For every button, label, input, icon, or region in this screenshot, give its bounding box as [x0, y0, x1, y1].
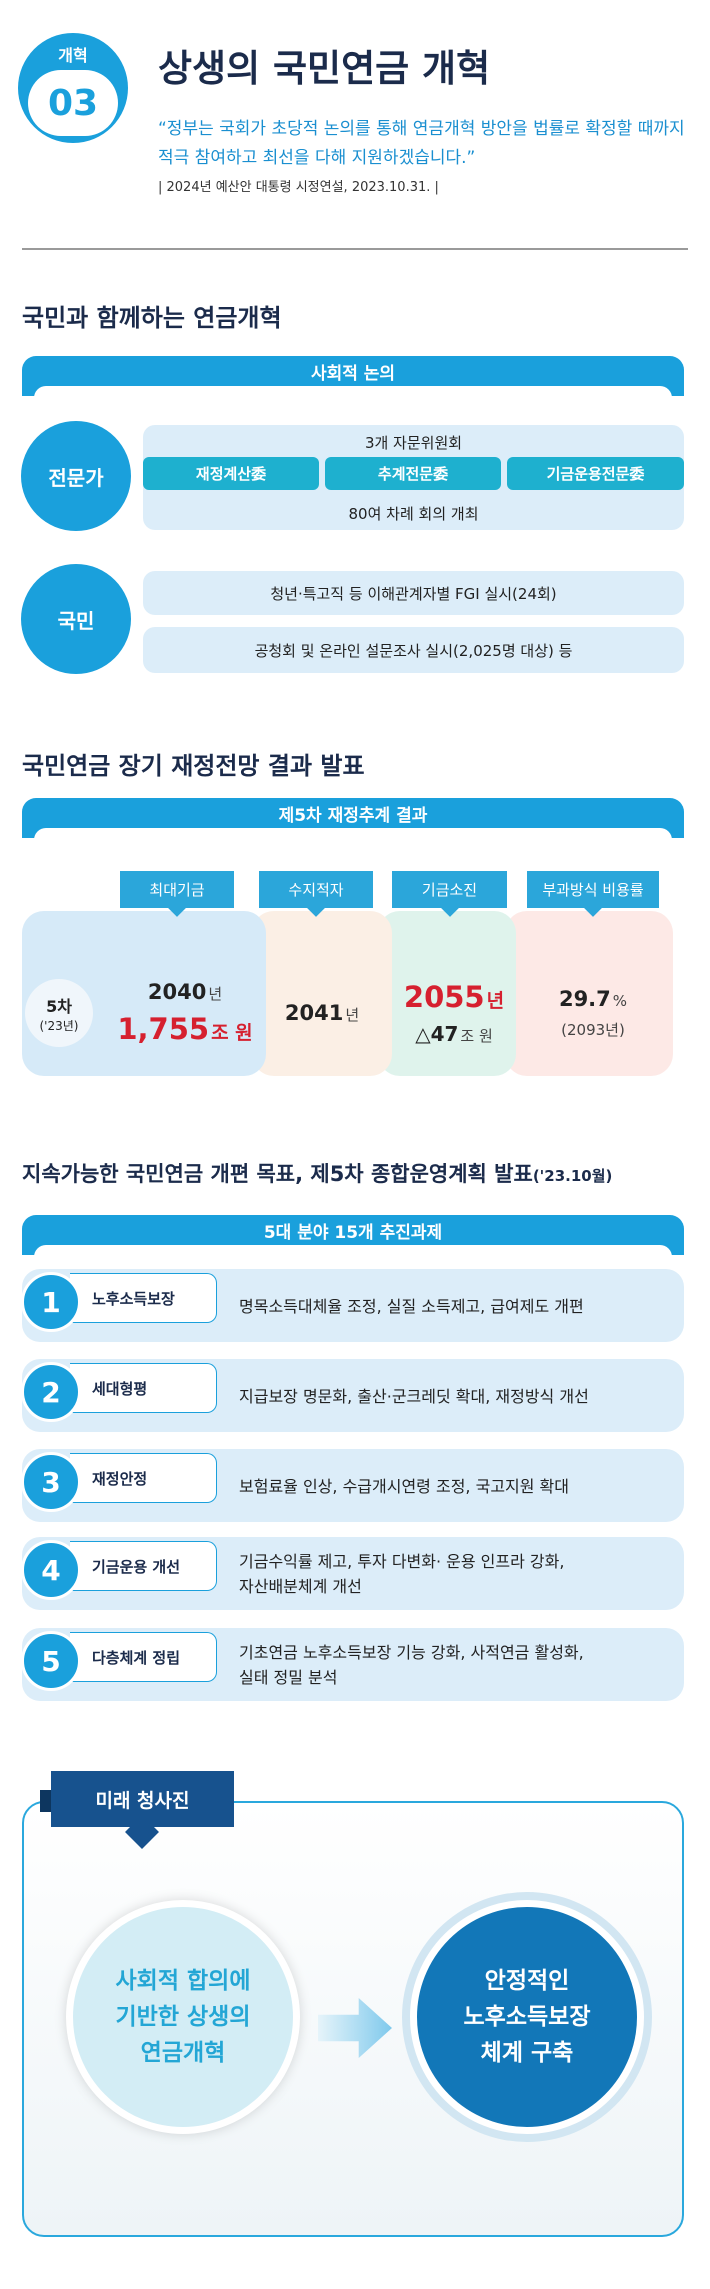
- future-from-line: 사회적 합의에: [115, 1968, 251, 1994]
- badge-number: 03: [47, 82, 99, 124]
- committee-box: 추계전문委: [325, 457, 501, 490]
- committee-box: 기금운용전문委: [507, 457, 684, 490]
- result-value: 29.7: [558, 986, 611, 1011]
- page-title: 상생의 국민연금 개혁: [158, 47, 491, 90]
- result-value: 1,755: [117, 1012, 210, 1046]
- result-line: 2040 년: [148, 980, 222, 1004]
- public-circle: 국민: [21, 564, 131, 674]
- task-text-line: 실태 정밀 분석: [239, 1668, 338, 1687]
- public-item: 공청회 및 온라인 설문조사 실시(2,025명 대상) 등: [143, 627, 684, 673]
- section-bar-text: 사회적 논의: [310, 363, 396, 384]
- task-label: 노후소득보장: [70, 1273, 217, 1323]
- task-text: 기금수익률 제고, 투자 다변화· 운용 인프라 강화, 자산배분체계 개선: [239, 1541, 679, 1607]
- result-value: 2041: [284, 1001, 344, 1025]
- task-number: 5: [21, 1631, 81, 1691]
- section-bar-curve: [34, 386, 672, 398]
- result-values: 29.7% (2093년): [523, 960, 663, 1066]
- task-text-line: 기초연금 노후소득보장 기능 강화, 사적연금 활성화,: [239, 1643, 584, 1662]
- section-bar-text: 5대 분야 15개 추진과제: [263, 1222, 443, 1243]
- quote-source: | 2024년 예산안 대통령 시정연설, 2023.10.31. |: [158, 180, 439, 195]
- task-label: 세대형평: [70, 1363, 217, 1413]
- result-unit: 년: [345, 1006, 360, 1024]
- result-unit: 년: [208, 985, 223, 1003]
- result-tag: 최대기금: [120, 871, 234, 908]
- result-values: 2055 년 △47 조 원: [394, 960, 514, 1066]
- result-line: △47 조 원: [415, 1022, 493, 1046]
- expert-circle: 전문가: [21, 421, 131, 531]
- result-card: [378, 911, 516, 1076]
- future-tag-fold: [40, 1790, 54, 1812]
- result-tag: 기금소진: [392, 871, 507, 908]
- result-line: 29.7%: [559, 987, 627, 1011]
- task-text-line: 명목소득대체율 조정, 실질 소득제고, 급여제도 개편: [239, 1296, 584, 1316]
- task-text: 기초연금 노후소득보장 기능 강화, 사적연금 활성화, 실태 정밀 분석: [239, 1632, 679, 1698]
- task-label: 기금운용 개선: [70, 1541, 217, 1591]
- section-heading: 지속가능한 국민연금 개편 목표, 제5차 종합운영계획 발표 ('23.10월): [22, 1158, 710, 1194]
- result-value: 2055: [403, 980, 485, 1014]
- result-line: (2093년): [561, 1019, 625, 1040]
- result-card: [252, 911, 392, 1076]
- section-heading: 국민과 함께하는 연금개혁: [22, 304, 282, 332]
- task-text: 지급보장 명문화, 출산·군크레딧 확대, 재정방식 개선: [239, 1363, 679, 1429]
- committee-title: 3개 자문위원회: [364, 433, 463, 452]
- result-values: 2041 년: [262, 960, 382, 1066]
- result-unit: 년: [486, 990, 505, 1012]
- task-number: 3: [21, 1452, 81, 1512]
- task-text: 명목소득대체율 조정, 실질 소득제고, 급여제도 개편: [239, 1273, 679, 1339]
- result-unit: %: [612, 991, 628, 1010]
- public-item: 청년·특고직 등 이해관계자별 FGI 실시(24회): [143, 571, 684, 615]
- task-label: 재정안정: [70, 1453, 217, 1503]
- task-text-line: 지급보장 명문화, 출산·군크레딧 확대, 재정방식 개선: [239, 1386, 589, 1406]
- result-tag: 부과방식 비용률: [527, 871, 659, 908]
- round-label: 5차: [46, 996, 72, 1016]
- section-bar-curve: [34, 828, 672, 840]
- future-to-line: 안정적인: [484, 1968, 570, 1994]
- task-text: 보험료율 인상, 수급개시연령 조정, 국고지원 확대: [239, 1453, 679, 1519]
- heading-main: 지속가능한 국민연금 개편 목표, 제5차 종합운영계획 발표: [22, 1162, 533, 1186]
- future-from-line: 연금개혁: [140, 2040, 226, 2066]
- section-bar-text: 제5차 재정추계 결과: [278, 805, 428, 826]
- result-line: 1,755 조 원: [117, 1012, 252, 1046]
- task-text-line: 기금수익률 제고, 투자 다변화· 운용 인프라 강화,: [239, 1552, 565, 1571]
- result-value: (2093년): [561, 1020, 625, 1039]
- meetings-text: 80여 차례 회의 개최: [348, 504, 479, 523]
- quote-line: 적극 참여하고 최선을 다해 지원하겠습니다.”: [158, 148, 476, 168]
- quote-line: “정부는 국회가 초당적 논의를 통해 연금개혁 방안을 법률로 확정할 때까지: [158, 119, 685, 139]
- round-sub: ('23년): [39, 1018, 79, 1033]
- badge-label: 개혁: [58, 46, 88, 65]
- badge-inner: 03: [28, 70, 118, 136]
- result-unit: 조 원: [211, 1022, 253, 1044]
- section-heading: 국민연금 장기 재정전망 결과 발표: [22, 752, 365, 780]
- result-unit: 조 원: [460, 1027, 493, 1045]
- divider: [22, 248, 688, 250]
- task-text-line: 보험료율 인상, 수급개시연령 조정, 국고지원 확대: [239, 1476, 570, 1496]
- task-number: 2: [21, 1362, 81, 1422]
- future-to-line: 노후소득보장: [463, 2004, 591, 2030]
- result-line: 2041 년: [285, 1001, 359, 1025]
- round-circle: 5차 ('23년): [25, 979, 93, 1047]
- future-tag: 미래 청사진: [51, 1771, 234, 1827]
- section-bar-curve: [34, 1245, 672, 1257]
- task-number: 4: [21, 1540, 81, 1600]
- result-tag: 수지적자: [259, 871, 373, 908]
- result-values: 2040 년 1,755 조 원: [110, 960, 260, 1066]
- heading-note: ('23.10월): [532, 1167, 613, 1185]
- committee-box: 재정계산委: [143, 457, 319, 490]
- result-value: △47: [415, 1022, 459, 1046]
- result-card: [505, 911, 673, 1076]
- future-to-line: 체계 구축: [480, 2040, 574, 2066]
- task-number: 1: [21, 1272, 81, 1332]
- task-label: 다층체계 정립: [70, 1632, 217, 1682]
- result-line: 2055 년: [404, 980, 504, 1014]
- task-text-line: 자산배분체계 개선: [239, 1577, 362, 1596]
- future-from-line: 기반한 상생의: [115, 2004, 251, 2030]
- result-value: 2040: [147, 980, 207, 1004]
